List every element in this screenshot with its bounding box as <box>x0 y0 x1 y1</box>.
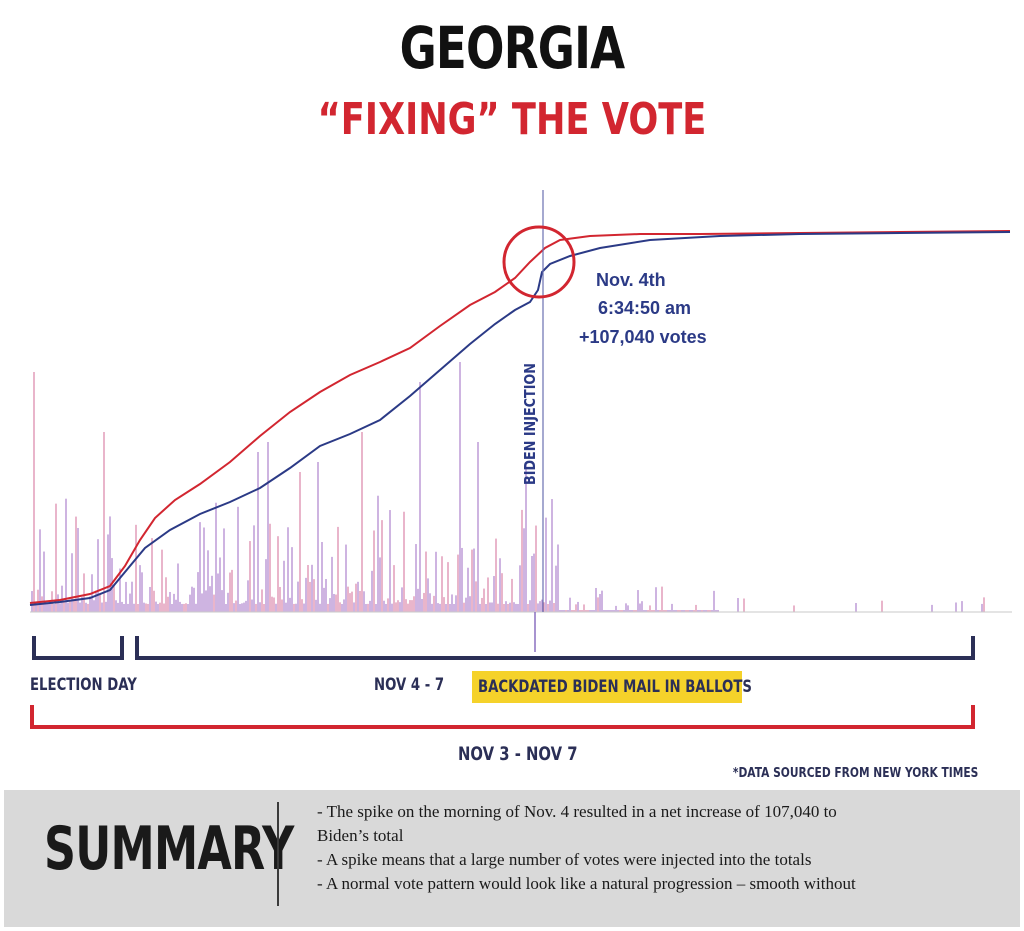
election-day-bracket <box>32 636 124 660</box>
source-note: *DATA SOURCED FROM NEW YORK TIMES <box>732 766 978 781</box>
annotation-votes: +107,040 votes <box>579 327 707 347</box>
vote-chart: BIDEN INJECTION Nov. 4th 6:34:50 am +107… <box>29 190 1012 729</box>
annotation-date: Nov. 4th <box>596 270 666 290</box>
nov3-7-bracket <box>30 705 975 729</box>
summary-text: - The spike on the morning of Nov. 4 res… <box>317 800 1007 896</box>
summary-line: - A normal vote pattern would look like … <box>317 874 856 893</box>
spike-highlight-circle <box>502 225 576 299</box>
backdated-label: BACKDATED BIDEN MAIL IN BALLOTS <box>478 677 752 697</box>
page-title: GEORGIA <box>399 14 626 82</box>
nov4-7-label: NOV 4 - 7 <box>374 675 445 695</box>
annotation-time: 6:34:50 am <box>598 298 691 318</box>
summary-line: - A spike means that a large number of v… <box>317 850 812 869</box>
page-subtitle: “FIXING” THE VOTE <box>317 94 707 145</box>
vote-spikes <box>31 362 985 612</box>
blue-cumulative-line <box>29 231 1011 606</box>
summary-line: Biden’s total <box>317 826 404 845</box>
summary-title: SUMMARY <box>44 814 294 884</box>
nov4-7-bracket <box>135 636 975 660</box>
red-cumulative-line <box>29 230 1011 604</box>
backdated-highlight: BACKDATED BIDEN MAIL IN BALLOTS <box>472 671 752 703</box>
biden-injection-label: BIDEN INJECTION <box>522 363 539 485</box>
summary-box: SUMMARY - The spike on the morning of No… <box>4 790 1020 927</box>
summary-divider <box>277 802 279 906</box>
election-day-label: ELECTION DAY <box>30 675 137 695</box>
nov3-7-label: NOV 3 - NOV 7 <box>458 743 578 765</box>
summary-line: - The spike on the morning of Nov. 4 res… <box>317 802 837 821</box>
